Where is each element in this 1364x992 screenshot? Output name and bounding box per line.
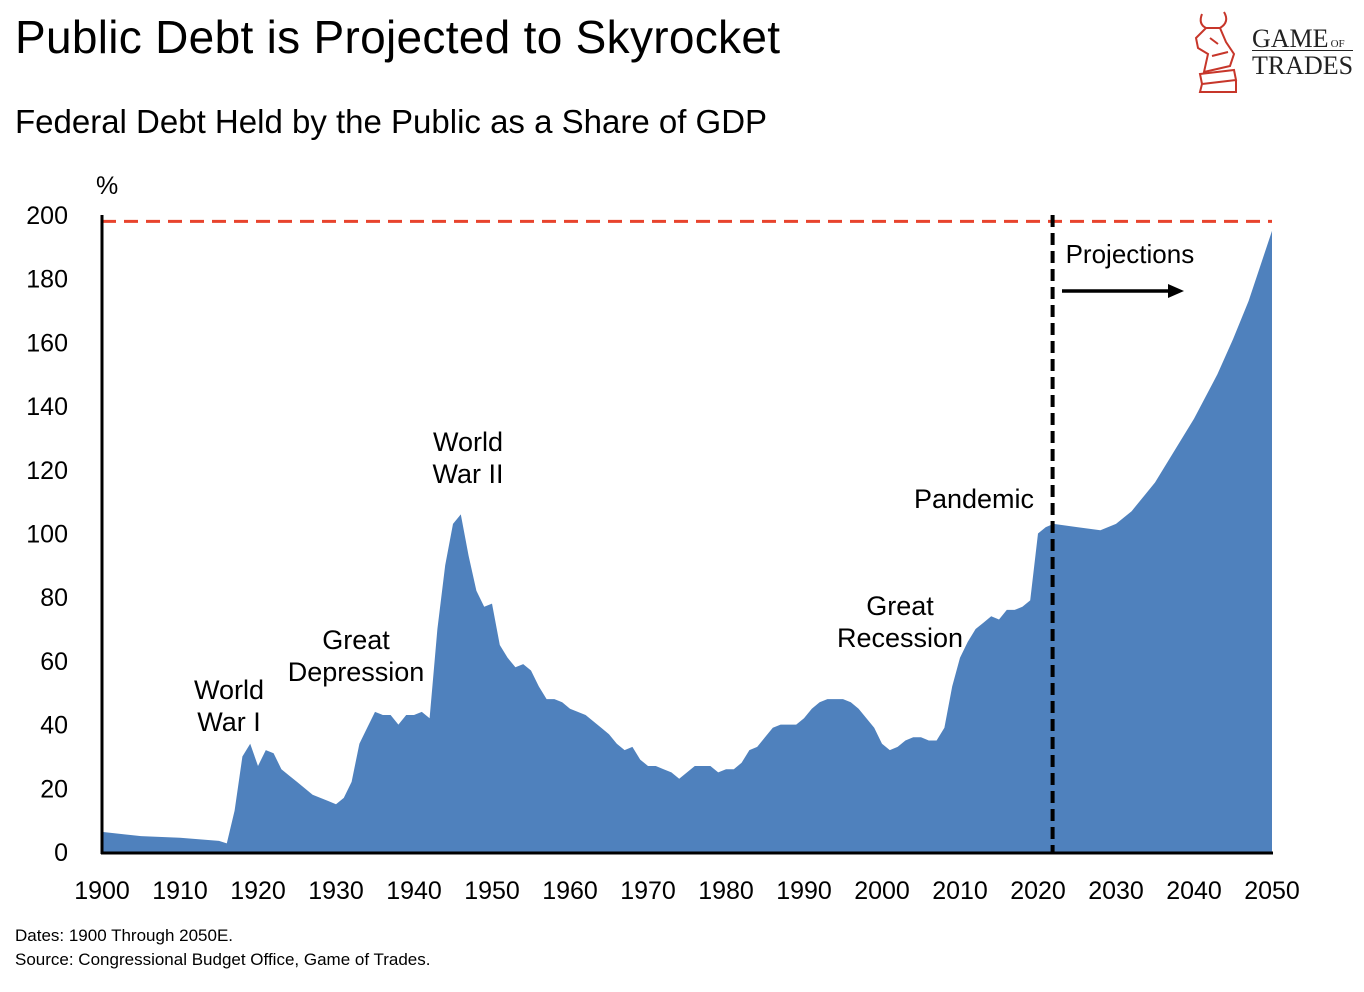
bull-knight-icon [1194, 11, 1238, 93]
y-tick-label: 80 [40, 584, 68, 612]
x-tick-label: 1940 [386, 877, 442, 905]
x-tick-label: 2030 [1088, 877, 1144, 905]
annotation-line: World [194, 675, 264, 705]
footer-source: Source: Congressional Budget Office, Gam… [15, 950, 431, 969]
footer-dates: Dates: 1900 Through 2050E. [15, 926, 234, 945]
x-tick-label: 1920 [230, 877, 286, 905]
annotation-line: World [433, 427, 503, 457]
annotation-line: Recession [837, 623, 963, 653]
chart-subtitle: Federal Debt Held by the Public as a Sha… [15, 103, 768, 140]
y-tick-label: 40 [40, 712, 68, 740]
x-tick-label: 2020 [1010, 877, 1066, 905]
game-of-trades-logo: GAME OF TRADES [1190, 8, 1360, 94]
y-tick-label: 100 [26, 521, 68, 549]
x-tick-label: 2050 [1244, 877, 1300, 905]
annotation-line: Pandemic [914, 484, 1034, 514]
projections-label: Projections [1066, 239, 1195, 269]
x-tick-label: 1980 [698, 877, 754, 905]
x-tick-label: 1970 [620, 877, 676, 905]
annotation-line: War II [433, 459, 504, 489]
annotation-line: Great [322, 625, 390, 655]
logo-text-line1: GAME OF [1252, 24, 1345, 53]
y-axis-label: % [96, 172, 118, 200]
x-tick-label: 1910 [152, 877, 208, 905]
x-tick-label: 1960 [542, 877, 598, 905]
annotation-line: Great [866, 591, 934, 621]
annotation-line: War I [197, 707, 261, 737]
y-tick-label: 160 [26, 329, 68, 357]
y-tick-label: 200 [26, 202, 68, 230]
x-tick-label: 1990 [776, 877, 832, 905]
y-tick-label: 180 [26, 266, 68, 294]
y-tick-label: 120 [26, 457, 68, 485]
x-tick-label: 1950 [464, 877, 520, 905]
x-tick-label: 2010 [932, 877, 988, 905]
chart-title: Public Debt is Projected to Skyrocket [15, 11, 781, 63]
annotation: Pandemic [914, 484, 1034, 514]
x-tick-label: 2000 [854, 877, 910, 905]
y-tick-label: 20 [40, 775, 68, 803]
y-tick-label: 60 [40, 648, 68, 676]
projections-arrow-icon [1062, 284, 1184, 298]
logo-text-line2: TRADES [1252, 50, 1354, 80]
x-tick-label: 1930 [308, 877, 364, 905]
annotation-line: Depression [288, 657, 425, 687]
x-tick-label: 2040 [1166, 877, 1222, 905]
debt-area-series [102, 230, 1272, 852]
x-tick-label: 1900 [74, 877, 130, 905]
y-tick-label: 140 [26, 393, 68, 421]
y-tick-label: 0 [54, 839, 68, 867]
